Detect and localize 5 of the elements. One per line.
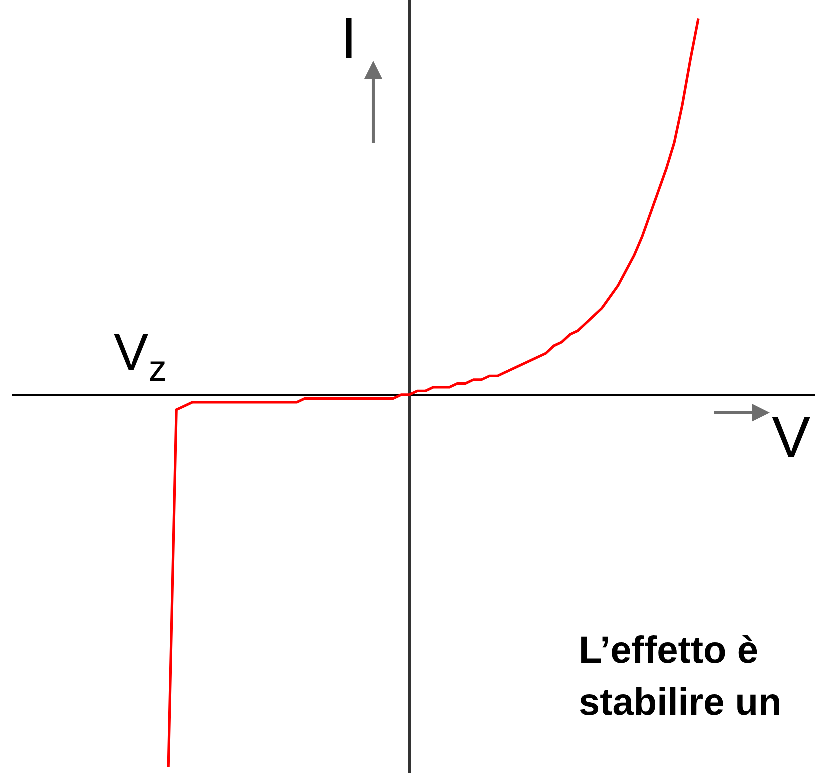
annotation: V$_{z}$ [114,324,167,389]
annotation: stabilire un [579,682,782,724]
annotation: L’effetto è [579,630,758,672]
y-axis-title: I [341,6,358,71]
x-axis-title: V [772,405,811,470]
